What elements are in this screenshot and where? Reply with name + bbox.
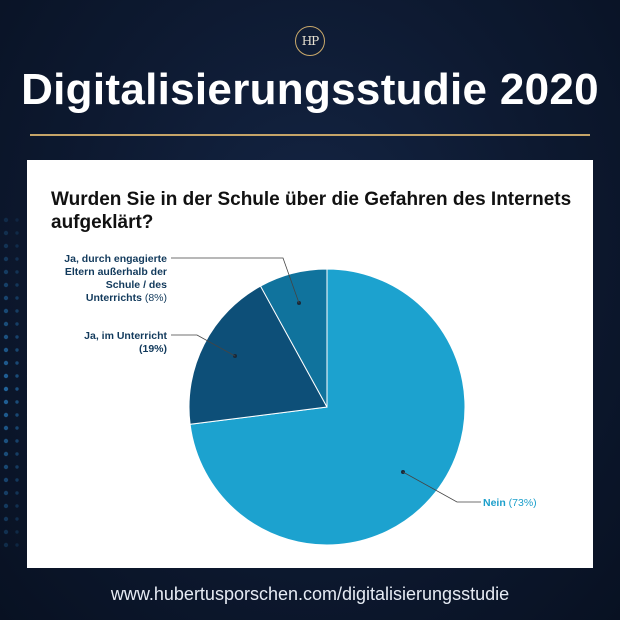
callout-line-nein: [402, 471, 481, 503]
background-dot: [3, 334, 9, 340]
background-dot: [15, 387, 19, 391]
background-dot: [15, 543, 19, 547]
background-dot: [3, 490, 9, 496]
background-dot: [15, 400, 19, 404]
background-dot: [3, 269, 9, 275]
callout-line-unterricht: [171, 334, 236, 357]
gold-divider: [30, 134, 590, 136]
background-dot: [15, 374, 19, 378]
background-dot: [15, 257, 19, 261]
background-dot: [3, 256, 9, 262]
background-dot: [3, 217, 9, 223]
background-dot: [3, 529, 9, 535]
background-dot: [3, 373, 9, 379]
slice-label-unterricht: Ja, im Unterricht: [84, 330, 167, 342]
background-dot: [15, 478, 19, 482]
background-dot: [3, 230, 9, 236]
background-dot: [15, 322, 19, 326]
slice-label-nein: Nein (73%): [483, 497, 537, 509]
background-dot: [3, 347, 9, 353]
background-dot: [15, 283, 19, 287]
background-dot: [3, 516, 9, 522]
background-dot: [15, 517, 19, 521]
background-dot: [3, 464, 9, 470]
slice-label-eltern-line-3: Unterrichts (8%): [86, 292, 167, 304]
background-dot: [15, 491, 19, 495]
background-dot: [3, 412, 9, 418]
pie-chart: Nein (73%) Ja, im Unterricht(19%) Ja, durc…: [64, 253, 537, 546]
slice-label-eltern-line-0: Ja, durch engagierte: [64, 253, 167, 265]
background-dot: [3, 321, 9, 327]
slice-percent-nein: (73%): [509, 497, 537, 509]
background-dot: [3, 425, 9, 431]
background-dot: [15, 309, 19, 313]
pie-slice-2[interactable]: [259, 268, 328, 408]
background-dot: [15, 439, 19, 443]
background-dot: [15, 244, 19, 248]
logo-text: HP: [301, 34, 320, 48]
background-dot: [3, 399, 9, 405]
background-dot: [3, 477, 9, 483]
slice-label-eltern-line-2: Schule / des: [106, 279, 167, 291]
pie-slice-1[interactable]: [188, 285, 328, 425]
background-dot: [15, 296, 19, 300]
background-dot: [15, 413, 19, 417]
chart-card: Wurden Sie in der Schule über die Gefahr…: [27, 160, 593, 568]
background-dot: [3, 282, 9, 288]
slice-percent-unterricht: (19%): [139, 343, 167, 355]
background-dot: [15, 361, 19, 365]
background-dot: [3, 438, 9, 444]
background-dot: [15, 270, 19, 274]
background-dot: [15, 465, 19, 469]
background-dot: [15, 452, 19, 456]
background-dot: [3, 542, 9, 548]
background-dot: [3, 451, 9, 457]
background-dot: [3, 386, 9, 392]
background-dot: [15, 504, 19, 508]
slice-percent-eltern: (8%): [145, 292, 167, 304]
background-dot: [3, 308, 9, 314]
background-dot: [3, 243, 9, 249]
background-dot: [3, 503, 9, 509]
chart-title: Wurden Sie in der Schule über die Gefahr…: [51, 189, 572, 233]
background-dot: [15, 218, 19, 222]
background-dot: [3, 295, 9, 301]
slice-label-eltern-line-1: Eltern außerhalb der: [65, 266, 167, 278]
hp-monogram-logo: HP: [295, 26, 325, 56]
background-dot: [15, 348, 19, 352]
background-dot: [15, 231, 19, 235]
background-dot: [15, 335, 19, 339]
callout-line-eltern: [171, 257, 300, 304]
page-headline: Digitalisierungsstudie 2020: [21, 65, 599, 114]
background-dot: [15, 426, 19, 430]
footer-url[interactable]: www.hubertusporschen.com/digitalisierung…: [110, 584, 510, 604]
background-dot: [15, 530, 19, 534]
background-dot: [3, 360, 9, 366]
